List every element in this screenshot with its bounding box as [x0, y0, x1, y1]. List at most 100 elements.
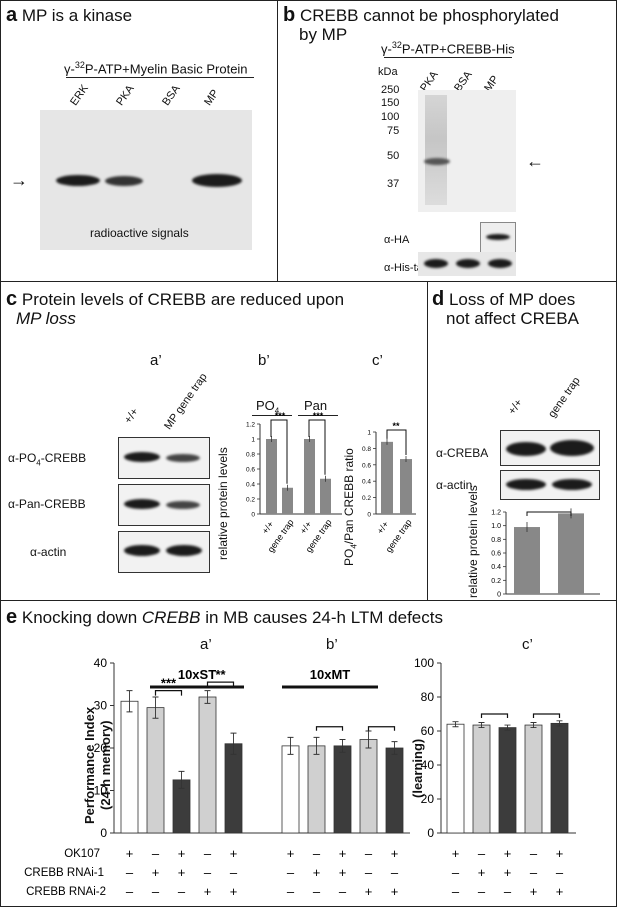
- genotype-symbol: +: [178, 865, 186, 880]
- sig-bracket-1: [156, 691, 182, 696]
- panel-c-sub-b: b’: [258, 352, 270, 369]
- panel-b-marker-50: 50: [387, 150, 399, 162]
- genotype-symbol: –: [556, 865, 564, 880]
- genotype-symbol: +: [391, 846, 399, 861]
- y-tick-label: 0.4: [362, 479, 371, 486]
- bar-mt: [334, 746, 351, 833]
- panel-b-his-band-1: [424, 259, 448, 268]
- panel-d-band-actin-wt: [506, 479, 546, 490]
- panel-d-title-line2: not affect CREBA: [432, 309, 579, 328]
- panel-c-band-po4-gt: [166, 454, 200, 462]
- panel-b-title-line1: CREBB cannot be phosphorylated: [300, 6, 559, 25]
- panel-c-band-pan-wt: [124, 499, 160, 509]
- sig-label-po4: ***: [275, 411, 286, 421]
- sig-label-ratio: **: [392, 421, 400, 431]
- genotype-symbol: +: [391, 884, 399, 899]
- y-tick-label: 0.4: [491, 564, 501, 571]
- genotype-symbol: +: [152, 865, 160, 880]
- panel-b-header-sup: 32: [392, 40, 402, 50]
- panel-a-arrow: →: [10, 170, 28, 191]
- y-tick-label: 1.2: [246, 422, 255, 429]
- panel-a-caption: radioactive signals: [90, 226, 189, 240]
- panel-b-letter: b: [283, 4, 295, 26]
- panel-b-marker-37: 37: [387, 178, 399, 190]
- sig-label-2: **: [215, 667, 226, 682]
- bar: [282, 488, 293, 514]
- panel-b-header-rest: P-ATP+CREBB-His: [402, 41, 515, 56]
- ns-bracket-4: [534, 714, 560, 718]
- x-tick-label: +/+: [260, 519, 276, 535]
- panel-e-title-rest: in MB causes 24-h LTM defects: [200, 608, 443, 627]
- genotype-symbol: –: [178, 884, 186, 899]
- genotype-symbol: –: [313, 846, 321, 861]
- ns-bracket-1: [317, 727, 343, 731]
- panel-a-band-pka: [105, 176, 143, 186]
- panel-b-title: b CREBB cannot be phosphorylated by MP: [283, 6, 559, 44]
- y-tick-label-left: 10: [94, 784, 108, 798]
- genotype-symbol: +: [230, 846, 238, 861]
- x-tick-label: gene trap: [384, 517, 414, 554]
- panel-c-band-po4-wt: [124, 452, 160, 462]
- panel-c-sub-c: c’: [372, 352, 383, 369]
- y-tick-label-right: 40: [421, 758, 435, 772]
- panel-b-arrow: ←: [526, 151, 544, 172]
- y-tick-label-right: 20: [421, 792, 435, 806]
- panel-a-band-erk: [56, 175, 100, 186]
- y-tick-label-right: 0: [427, 826, 434, 840]
- panel-b-marker-150: 150: [381, 97, 399, 109]
- genotype-symbol: –: [204, 846, 212, 861]
- panel-b-band-pka: [424, 158, 450, 165]
- panel-b-his-band-3: [488, 259, 512, 268]
- genotype-symbol: +: [126, 846, 134, 861]
- y-tick-label: 0: [251, 512, 255, 519]
- panel-d-band-creba-wt: [506, 442, 546, 456]
- panel-c-band-actin-wt: [124, 545, 160, 556]
- ns-bracket-2: [369, 727, 395, 731]
- panel-c-title: c Protein levels of CREBB are reduced up…: [6, 290, 344, 328]
- panel-c-row-po4-rest: -CREBB: [41, 451, 86, 465]
- panel-d-band-actin-gt: [552, 479, 592, 490]
- genotype-symbol: +: [504, 846, 512, 861]
- x-tick-label: +/+: [298, 519, 314, 535]
- genotype-symbol: –: [339, 884, 347, 899]
- panel-a-header-prefix: γ-: [64, 61, 75, 76]
- genotype-symbol: –: [287, 865, 295, 880]
- y-tick-label-left: 0: [100, 826, 107, 840]
- panel-a-header-sup: 32: [75, 60, 85, 70]
- y-tick-label: 0.2: [362, 495, 371, 502]
- genotype-symbol: +: [339, 865, 347, 880]
- genotype-symbol: +: [556, 884, 564, 899]
- genotype-symbol: +: [530, 884, 538, 899]
- panel-b-title-line2: by MP: [283, 25, 347, 44]
- genotype-symbol: –: [126, 865, 134, 880]
- y-tick-label: 1.0: [491, 523, 501, 530]
- y-tick-label: 1: [367, 430, 371, 437]
- genotype-symbol: +: [230, 884, 238, 899]
- panel-a-header-rest: P-ATP+Myelin Basic Protein: [85, 61, 248, 76]
- y-tick-label: 0.2: [491, 578, 501, 585]
- panel-c-chart-b: 00.20.40.60.811.2*** ***+/+gene trap +/+ge…: [226, 410, 346, 590]
- bar-mt: [360, 740, 377, 834]
- genotype-symbol: –: [452, 884, 460, 899]
- genotype-symbol: –: [452, 865, 460, 880]
- panel-a-header: γ-32P-ATP+Myelin Basic Protein: [64, 60, 248, 76]
- y-tick-label-left: 40: [94, 656, 108, 670]
- y-tick-label: 1.2: [491, 510, 501, 517]
- bar: [558, 513, 584, 594]
- y-tick-label: 0.6: [491, 551, 501, 558]
- bar: [400, 459, 412, 514]
- panel-c-title-line1: Protein levels of CREBB are reduced upon: [22, 290, 344, 309]
- genotype-symbol: +: [204, 884, 212, 899]
- panel-e-title-prefix: Knocking down: [22, 608, 142, 627]
- panel-b-header-prefix: γ-: [381, 41, 392, 56]
- panel-c-chart-c: 00.20.40.60.81**+/+gene trap: [352, 410, 422, 590]
- panel-d-band-creba-gt: [550, 440, 594, 456]
- bar: [304, 439, 315, 514]
- y-tick-label: 1: [251, 437, 255, 444]
- genotype-symbol: +: [365, 884, 373, 899]
- genotype-symbol: –: [152, 884, 160, 899]
- y-tick-label-left: 20: [94, 741, 108, 755]
- panel-c-letter: c: [6, 288, 17, 310]
- genotype-symbol: –: [126, 884, 134, 899]
- genotype-symbol: –: [478, 846, 486, 861]
